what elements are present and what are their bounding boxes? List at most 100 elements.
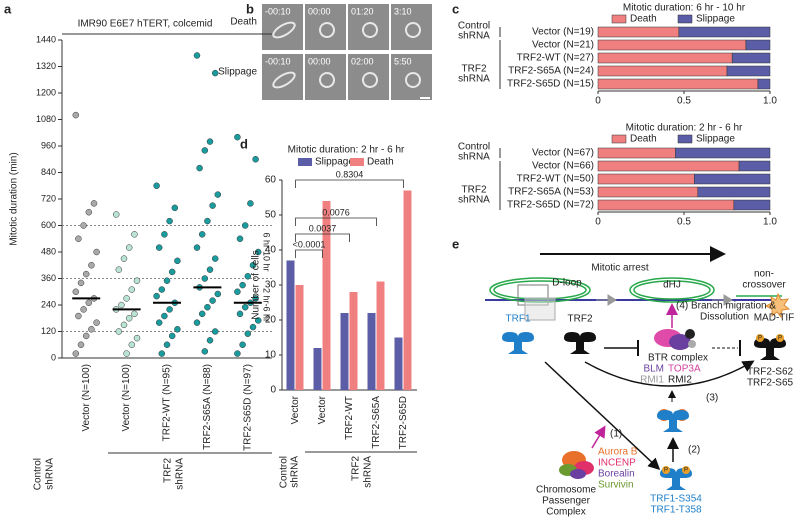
data-point	[249, 262, 257, 269]
data-point	[239, 341, 246, 348]
label: (2)	[688, 445, 700, 456]
legend-label: Death	[630, 134, 657, 145]
label: TRF1	[506, 314, 531, 325]
data-point	[166, 306, 173, 313]
data-point	[211, 69, 219, 77]
data-point	[72, 288, 80, 295]
x-tick-label: Vector (N=100)	[81, 364, 92, 432]
timestamp: 00:00	[308, 56, 331, 66]
data-point	[115, 266, 123, 273]
bar-segment	[745, 39, 771, 51]
label: Chromosome	[536, 485, 596, 496]
group-label: TRF2	[462, 64, 487, 75]
label: Borealin	[598, 469, 635, 480]
micrograph	[348, 54, 389, 100]
label: Aurora B	[598, 447, 638, 458]
group-label: shRNA	[458, 195, 490, 206]
bar	[367, 313, 376, 390]
label: TRF2	[568, 314, 593, 325]
data-point	[241, 222, 249, 229]
y-tick-label: 0	[270, 385, 276, 396]
y-tick-label: 840	[41, 167, 56, 177]
group-label: Control	[279, 456, 290, 488]
data-point	[193, 319, 201, 326]
y-tick-label: TRF2-WT (N=27)	[517, 53, 594, 64]
data-point	[153, 182, 160, 189]
data-point	[120, 255, 128, 262]
timestamp: 3:10	[394, 6, 412, 16]
bar-segment	[597, 186, 699, 198]
data-point	[155, 244, 163, 251]
cell	[319, 22, 335, 38]
panel-letter: e	[452, 236, 459, 251]
data-point	[214, 191, 222, 198]
chart-title: Mitotic duration: 2 hr - 6 hr	[626, 123, 743, 134]
y-tick-label: Vector (N=66)	[532, 161, 594, 172]
micrograph	[391, 54, 432, 100]
x-tick-label: 0.5	[677, 96, 691, 107]
arrow	[584, 360, 755, 387]
phospho	[662, 466, 670, 474]
cell	[272, 21, 296, 39]
legend-swatch	[350, 158, 364, 166]
x-tick-label: 1.0	[763, 96, 777, 107]
data-point	[82, 332, 90, 340]
cell	[272, 71, 296, 89]
data-point	[120, 321, 128, 329]
label: P	[758, 336, 762, 342]
data-point	[153, 292, 160, 300]
data-point	[209, 297, 216, 304]
bar-segment	[597, 173, 695, 185]
dhj	[633, 280, 711, 300]
y-tick-label: 1320	[36, 61, 56, 71]
legend-label: Death	[630, 14, 657, 25]
y-tick-label: 50	[265, 210, 277, 221]
data-point	[204, 303, 211, 311]
panel-letter: c	[452, 1, 459, 16]
data-point	[244, 330, 252, 337]
y-tick-label: 60	[265, 175, 277, 186]
data-point	[201, 147, 209, 154]
x-tick-label: Vector	[290, 395, 301, 424]
data-point	[204, 217, 211, 225]
label: (1)	[610, 429, 622, 440]
data-point	[112, 211, 120, 218]
y-tick-label: TRF2-S65A (N=24)	[508, 66, 594, 77]
bar-segment	[597, 160, 740, 172]
label: BTR complex	[648, 353, 708, 364]
legend-swatch	[677, 134, 693, 144]
group-label: TRF2	[462, 185, 487, 196]
label: TRF1-T358	[650, 505, 702, 516]
data-point	[239, 281, 246, 289]
micrograph	[305, 4, 346, 50]
label: P	[778, 336, 782, 342]
bracket	[295, 179, 404, 188]
data-point	[88, 326, 95, 333]
data-point	[201, 348, 209, 355]
data-point	[125, 315, 133, 322]
data-point	[168, 268, 176, 276]
label: (4) Branch migration &	[676, 301, 776, 312]
label: P	[664, 468, 668, 474]
y-tick-label: 960	[41, 140, 56, 150]
data-point	[193, 52, 201, 59]
data-point	[158, 286, 166, 293]
data-point	[93, 319, 100, 326]
x-tick-label: 0	[595, 217, 601, 228]
y-tick-label: 120	[41, 326, 56, 336]
y-axis-label: Mitotic duration (min)	[9, 152, 20, 245]
bar-segment	[597, 52, 733, 64]
data-point	[234, 288, 241, 295]
y-tick-label: 40	[265, 245, 277, 256]
bracket	[295, 217, 377, 226]
data-point	[161, 312, 168, 320]
data-point	[163, 277, 171, 284]
legend-label: Death	[367, 157, 394, 168]
bar-segment	[733, 199, 771, 211]
bar	[394, 337, 403, 390]
row-label: Slippage	[218, 67, 257, 78]
band-label: 6 hr-10 hr	[262, 232, 272, 271]
data-point	[133, 334, 141, 342]
group-label: Control	[458, 21, 490, 32]
label: Survivin	[598, 480, 634, 491]
